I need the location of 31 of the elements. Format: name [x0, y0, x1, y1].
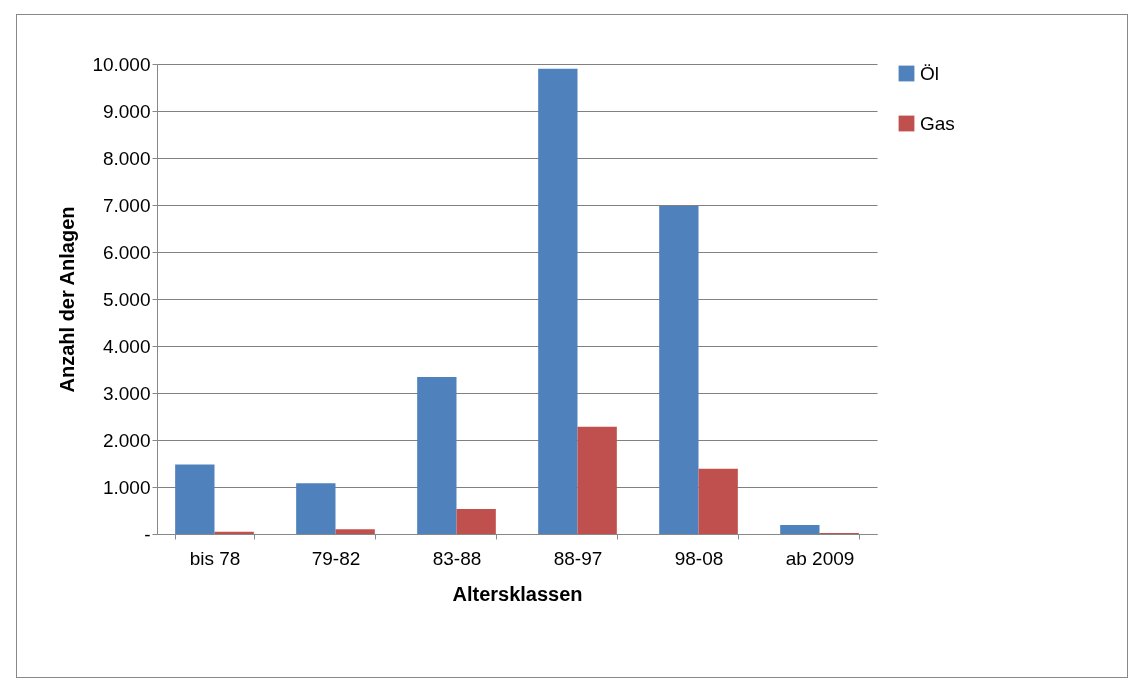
y-tick-label: 9.000 [102, 100, 151, 122]
bar [698, 468, 738, 534]
x-axis-title: Altersklassen [452, 582, 583, 605]
y-axis-title: Anzahl der Anlagen [56, 206, 79, 393]
y-tick-label: 2.000 [102, 429, 151, 451]
y-tick-label: 8.000 [102, 147, 151, 169]
x-tick-label: bis 78 [189, 547, 241, 569]
x-tick-label: ab 2009 [785, 547, 855, 569]
bar [577, 426, 617, 534]
bar [780, 525, 820, 534]
y-tick-label: - [144, 523, 151, 545]
bar [659, 205, 699, 534]
y-tick-label: 1.000 [102, 476, 151, 498]
y-tick-label: 4.000 [102, 335, 151, 357]
x-tick-label: 79-82 [311, 547, 361, 569]
bar [538, 68, 578, 534]
x-tick-label: 98-08 [674, 547, 724, 569]
y-tick-label: 5.000 [102, 288, 151, 310]
y-tick-label: 3.000 [102, 382, 151, 404]
y-tick-label: 10.000 [92, 53, 151, 75]
bar [296, 483, 336, 534]
bar [417, 377, 457, 534]
bar [175, 464, 215, 534]
y-tick-label: 7.000 [102, 194, 151, 216]
bar [456, 509, 496, 534]
bar [335, 529, 375, 534]
legend-label: Öl [920, 62, 939, 84]
x-tick-label: 88-97 [553, 547, 603, 569]
y-tick-label: 6.000 [102, 241, 151, 263]
x-tick-label: 83-88 [432, 547, 482, 569]
legend-label: Gas [920, 112, 955, 134]
